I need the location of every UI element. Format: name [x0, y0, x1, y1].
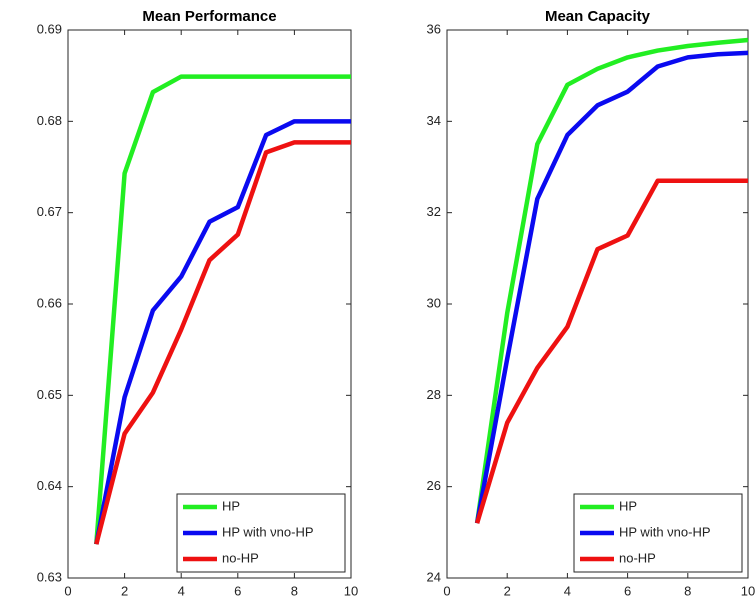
- series-line: [94, 74, 351, 545]
- legend-label: no-HP: [222, 550, 259, 565]
- x-tick-label: 10: [344, 583, 358, 598]
- legend-label: HP with νno-HP: [222, 524, 314, 539]
- y-tick-label: 36: [427, 21, 441, 36]
- x-tick-label: 0: [64, 583, 71, 598]
- legend-label: HP: [619, 498, 637, 513]
- series-line: [94, 119, 351, 545]
- y-tick-label: 0.63: [37, 569, 62, 584]
- y-tick-label: 26: [427, 478, 441, 493]
- legend-label: HP with νno-HP: [619, 524, 711, 539]
- y-tick-label: 0.67: [37, 204, 62, 219]
- y-tick-label: 0.69: [37, 21, 62, 36]
- x-tick-label: 2: [121, 583, 128, 598]
- y-tick-label: 0.68: [37, 113, 62, 128]
- y-tick-label: 0.65: [37, 387, 62, 402]
- legend-label: HP: [222, 498, 240, 513]
- series-line: [474, 178, 748, 524]
- x-tick-label: 6: [234, 583, 241, 598]
- x-tick-label: 4: [564, 583, 571, 598]
- y-tick-label: 30: [427, 295, 441, 310]
- x-tick-label: 8: [291, 583, 298, 598]
- x-tick-label: 4: [178, 583, 185, 598]
- y-tick-label: 0.66: [37, 295, 62, 310]
- plot-area: [446, 29, 749, 579]
- y-tick-label: 32: [427, 204, 441, 219]
- y-tick-label: 0.64: [37, 478, 62, 493]
- series-line: [474, 50, 749, 524]
- series-line: [94, 140, 351, 545]
- x-tick-label: 2: [504, 583, 511, 598]
- legend-label: no-HP: [619, 550, 656, 565]
- chart-title: Mean Capacity: [545, 8, 651, 25]
- chart-title: Mean Performance: [142, 8, 276, 25]
- y-tick-label: 28: [427, 387, 441, 402]
- y-tick-label: 34: [427, 113, 441, 128]
- x-tick-label: 8: [684, 583, 691, 598]
- x-tick-label: 6: [624, 583, 631, 598]
- x-tick-label: 10: [741, 583, 755, 598]
- x-tick-label: 0: [443, 583, 450, 598]
- y-tick-label: 24: [427, 569, 441, 584]
- series-line: [474, 37, 749, 524]
